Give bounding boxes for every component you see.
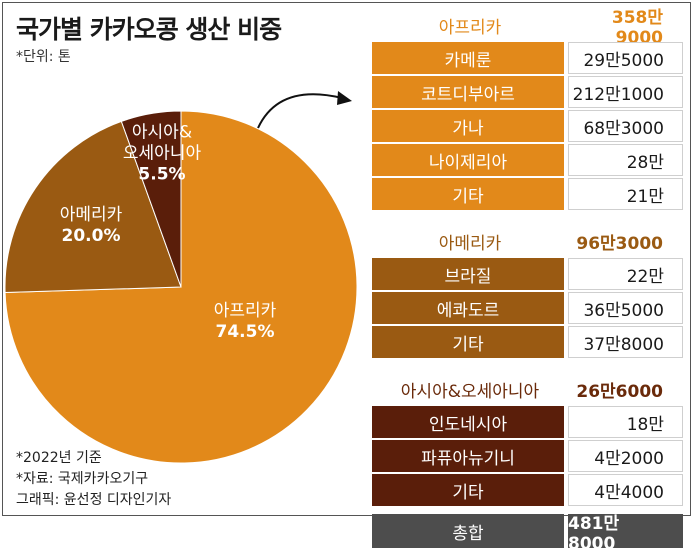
pie-label-asia: 아시아& 오세아니아 5.5%	[123, 123, 201, 186]
pie-label-america: 아메리카 20.0%	[60, 205, 123, 247]
note-year: *2022년 기준	[16, 450, 102, 466]
country-value: 18만	[568, 406, 683, 438]
chart-frame	[2, 2, 691, 516]
table-row: 브라질 22만	[372, 258, 683, 290]
unit-note: *단위: 톤	[16, 49, 71, 65]
country-name: 브라질	[372, 258, 564, 290]
pie-slice-america	[4, 120, 182, 294]
country-name: 기타	[372, 326, 564, 358]
country-value: 212만1000	[568, 76, 683, 108]
country-value: 22만	[568, 258, 683, 290]
source-notes: *2022년 기준 *자료: 국제카카오기구 그래픽: 윤선정 디자인기자	[16, 448, 171, 511]
table-row: 기타 37만8000	[372, 326, 683, 358]
table-row: 기타 4만4000	[372, 474, 683, 506]
pie-slice-asia	[120, 110, 182, 288]
country-name: 카메룬	[372, 42, 564, 74]
country-name: 기타	[372, 178, 564, 210]
pie-label-asia-line1: 아시아&	[131, 122, 193, 143]
arrow-line	[257, 93, 343, 129]
group-gap	[372, 360, 683, 372]
country-name: 나이제리아	[372, 144, 564, 176]
table-row: 파퓨아뉴기니 4만2000	[372, 440, 683, 472]
group-name: 아메리카	[438, 233, 502, 254]
chart-title: 국가별 카카오콩 생산 비중	[16, 15, 282, 44]
country-name: 에콰도르	[372, 292, 564, 324]
table-row: 기타 21만	[372, 178, 683, 210]
pie-chart: 아프리카 74.5% 아메리카 20.0% 아시아& 오세아니아 5.5%	[4, 91, 358, 464]
table-row: 나이제리아 28만	[372, 144, 683, 176]
country-name: 파퓨아뉴기니	[372, 440, 564, 472]
pie-label-asia-line2: 오세아니아	[122, 143, 202, 164]
pie-label-asia-pct: 5.5%	[138, 164, 186, 185]
table-row: 카메룬 29만5000	[372, 42, 683, 74]
group-total: 358만9000	[611, 7, 663, 48]
country-name: 기타	[372, 474, 564, 506]
group-header-africa: 아프리카 358만9000	[372, 8, 683, 48]
note-graphic: 그래픽: 윤선정 디자인기자	[16, 492, 172, 508]
table-row: 가나 68만3000	[372, 110, 683, 142]
group-header-america: 아메리카 96만3000	[372, 224, 683, 258]
group-total: 26만6000	[576, 381, 663, 402]
pie-label-africa-pct: 74.5%	[215, 322, 275, 342]
pie-label-america-pct: 20.0%	[61, 226, 121, 246]
country-value: 4만4000	[568, 474, 683, 506]
note-source: *자료: 국제카카오기구	[16, 471, 149, 487]
country-value: 68만3000	[568, 110, 683, 142]
country-value: 36만5000	[568, 292, 683, 324]
arrow-head-icon	[337, 91, 352, 105]
country-name: 인도네시아	[372, 406, 564, 438]
total-row: 총합 481만8000	[372, 514, 683, 554]
pie-label-africa: 아프리카 74.5%	[214, 301, 277, 343]
country-value: 4만2000	[568, 440, 683, 472]
production-table: 아프리카 358만9000 카메룬 29만5000 코트디부아르 212만1000 가나 68…	[372, 8, 683, 554]
total-label: 총합	[372, 514, 564, 548]
country-value: 29만5000	[568, 42, 683, 74]
table-row: 인도네시아 18만	[372, 406, 683, 438]
pie-label-africa-name: 아프리카	[213, 301, 277, 321]
country-name: 가나	[372, 110, 564, 142]
pie-svg	[4, 91, 358, 464]
group-gap	[372, 212, 683, 224]
group-total: 96만3000	[576, 233, 663, 254]
group-header-asia: 아시아&오세아니아 26만6000	[372, 372, 683, 406]
total-value: 481만8000	[568, 514, 683, 554]
country-value: 37만8000	[568, 326, 683, 358]
country-name: 코트디부아르	[372, 76, 564, 108]
group-name: 아시아&오세아니아	[400, 381, 540, 402]
group-name: 아프리카	[438, 17, 502, 38]
table-row: 코트디부아르 212만1000	[372, 76, 683, 108]
table-row: 에콰도르 36만5000	[372, 292, 683, 324]
country-value: 28만	[568, 144, 683, 176]
country-value: 21만	[568, 178, 683, 210]
pie-label-america-name: 아메리카	[59, 205, 123, 225]
